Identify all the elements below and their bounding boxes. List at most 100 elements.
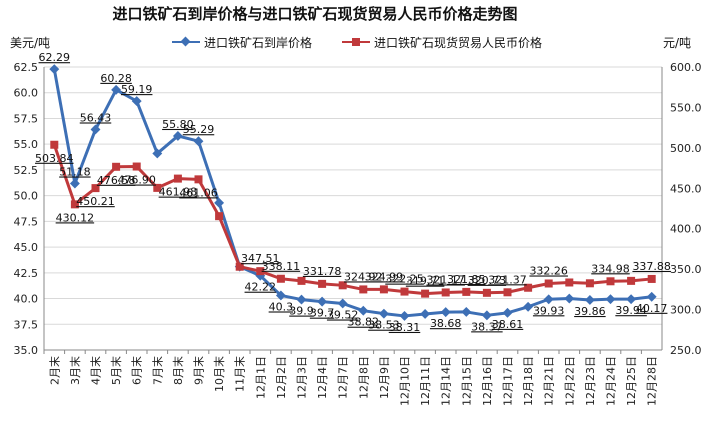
x-tick-label: 12月10日 bbox=[399, 356, 412, 406]
data-point-diamond bbox=[626, 294, 637, 305]
data-label: 51.18 bbox=[59, 165, 91, 178]
data-label: 347.51 bbox=[241, 252, 280, 265]
data-point-diamond bbox=[502, 307, 513, 318]
x-tick-label: 12月22日 bbox=[563, 356, 576, 406]
right-tick-label: 550.0 bbox=[670, 101, 702, 114]
legend-square-marker bbox=[352, 38, 360, 46]
data-point-square bbox=[400, 287, 409, 296]
data-point-diamond bbox=[481, 310, 492, 321]
data-point-diamond bbox=[420, 309, 431, 319]
x-tick-label: 6月末 bbox=[130, 356, 144, 385]
data-label: 461.06 bbox=[179, 186, 218, 199]
data-label: 38.82 bbox=[348, 316, 380, 329]
data-point-diamond bbox=[399, 310, 410, 321]
data-label: 38.68 bbox=[430, 317, 462, 330]
data-label: 42.22 bbox=[245, 281, 277, 294]
data-point-diamond bbox=[440, 307, 451, 318]
data-label: 39.9 bbox=[289, 305, 314, 318]
data-point-diamond bbox=[49, 64, 60, 75]
data-label: 38.61 bbox=[492, 318, 524, 331]
data-label: 38.37 bbox=[471, 320, 503, 333]
data-point-square bbox=[503, 288, 512, 297]
data-label: 476.90 bbox=[117, 174, 156, 187]
data-point-square bbox=[50, 140, 59, 149]
left-tick-label: 42.5 bbox=[14, 267, 39, 280]
data-label: 332.26 bbox=[529, 264, 568, 277]
right-axis-unit: 元/吨 bbox=[663, 36, 691, 50]
data-point-square bbox=[235, 262, 244, 271]
data-point-square bbox=[70, 200, 79, 209]
data-point-square bbox=[338, 281, 347, 290]
data-point-diamond bbox=[214, 197, 225, 208]
data-point-square bbox=[215, 212, 224, 221]
x-tick-label: 12月15日 bbox=[460, 356, 473, 406]
x-tick-label: 12月4日 bbox=[316, 356, 329, 399]
legend-label-series-1: 进口铁矿石到岸价格 bbox=[204, 35, 312, 50]
data-point-square bbox=[132, 162, 141, 171]
grid-lines bbox=[44, 66, 662, 351]
data-point-diamond bbox=[90, 124, 101, 135]
data-label: 39.7 bbox=[310, 307, 335, 320]
right-tick-label: 400.0 bbox=[670, 223, 702, 236]
data-point-diamond bbox=[317, 296, 328, 307]
x-tick-label: 4月末 bbox=[89, 356, 103, 385]
left-tick-label: 60.0 bbox=[14, 87, 39, 100]
data-label: 60.28 bbox=[100, 72, 132, 85]
data-point-square bbox=[647, 274, 656, 283]
data-point-square bbox=[359, 285, 368, 294]
right-tick-label: 600.0 bbox=[670, 61, 702, 74]
left-tick-label: 45.0 bbox=[14, 241, 39, 254]
data-point-square bbox=[276, 274, 285, 283]
x-tick-label: 8月末 bbox=[171, 356, 185, 385]
legend: 进口铁矿石到岸价格 进口铁矿石现货贸易人民币价格 bbox=[172, 35, 542, 50]
data-point-square bbox=[627, 276, 636, 285]
data-label: 319.71 bbox=[406, 275, 445, 288]
legend-label-series-2: 进口铁矿石现货贸易人民币价格 bbox=[374, 35, 542, 50]
data-label: 321.37 bbox=[488, 273, 527, 286]
data-point-square bbox=[297, 276, 306, 285]
data-label: 324.92 bbox=[344, 270, 383, 283]
x-tick-label: 3月末 bbox=[68, 356, 82, 385]
data-label: 62.29 bbox=[39, 51, 71, 64]
x-tick-label: 12月25日 bbox=[625, 356, 638, 406]
data-label: 38.53 bbox=[368, 319, 400, 332]
data-point-square bbox=[194, 175, 203, 184]
data-point-square bbox=[524, 283, 533, 292]
data-point-square bbox=[462, 287, 471, 296]
data-label: 39.52 bbox=[327, 308, 359, 321]
data-point-diamond bbox=[337, 298, 348, 309]
data-point-diamond bbox=[69, 178, 80, 189]
left-tick-label: 50.0 bbox=[14, 190, 39, 203]
data-label: 476.58 bbox=[97, 174, 136, 187]
data-label: 59.19 bbox=[121, 83, 153, 96]
data-point-diamond bbox=[605, 294, 616, 305]
data-point-square bbox=[112, 162, 121, 171]
x-tick-label: 7月末 bbox=[150, 356, 164, 385]
data-point-square bbox=[565, 278, 574, 287]
left-tick-label: 40.0 bbox=[14, 293, 39, 306]
x-tick-label: 12月18日 bbox=[522, 356, 535, 406]
data-label: 331.78 bbox=[303, 265, 342, 278]
data-point-diamond bbox=[131, 96, 142, 107]
left-tick-label: 57.5 bbox=[14, 112, 39, 125]
data-label: 321.17 bbox=[426, 273, 465, 286]
x-tick-label: 12月24日 bbox=[605, 356, 618, 406]
data-label: 55.80 bbox=[162, 118, 194, 131]
left-tick-label: 35.0 bbox=[14, 344, 39, 357]
data-label: 324.99 bbox=[365, 270, 404, 283]
x-tick-label: 12月17日 bbox=[502, 356, 515, 406]
data-point-diamond bbox=[111, 84, 122, 95]
data-point-diamond bbox=[358, 305, 369, 316]
data-point-diamond bbox=[523, 301, 534, 312]
data-point-square bbox=[544, 279, 553, 288]
data-point-square bbox=[585, 279, 594, 288]
series-layer bbox=[49, 64, 657, 321]
data-label: 450.21 bbox=[76, 195, 115, 208]
x-tick-label: 12月3日 bbox=[296, 356, 309, 399]
data-label: 38.31 bbox=[389, 321, 421, 334]
data-label: 39.94 bbox=[615, 304, 647, 317]
x-tick-label: 12月1日 bbox=[254, 356, 267, 399]
right-tick-label: 500.0 bbox=[670, 142, 702, 155]
